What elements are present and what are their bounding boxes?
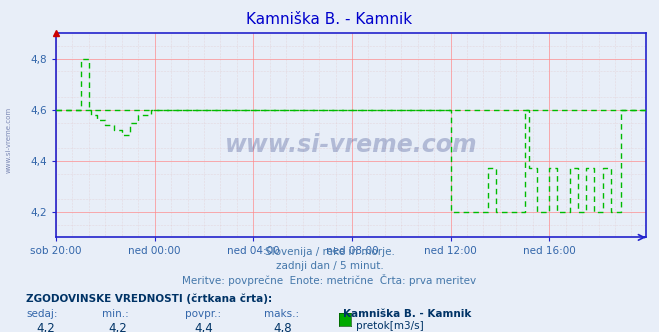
Text: Kamniška B. - Kamnik: Kamniška B. - Kamnik: [246, 12, 413, 27]
Text: Kamniška B. - Kamnik: Kamniška B. - Kamnik: [343, 309, 471, 319]
Text: 4,4: 4,4: [194, 322, 213, 332]
Text: povpr.:: povpr.:: [185, 309, 221, 319]
Text: www.si-vreme.com: www.si-vreme.com: [225, 133, 477, 157]
Text: Meritve: povprečne  Enote: metrične  Črta: prva meritev: Meritve: povprečne Enote: metrične Črta:…: [183, 274, 476, 286]
Text: Slovenija / reke in morje.: Slovenija / reke in morje.: [264, 247, 395, 257]
Text: sedaj:: sedaj:: [26, 309, 58, 319]
Text: min.:: min.:: [102, 309, 129, 319]
Text: 4,2: 4,2: [36, 322, 55, 332]
Text: 4,2: 4,2: [109, 322, 127, 332]
Text: ZGODOVINSKE VREDNOSTI (črtkana črta):: ZGODOVINSKE VREDNOSTI (črtkana črta):: [26, 294, 272, 304]
Text: www.si-vreme.com: www.si-vreme.com: [5, 106, 12, 173]
Text: zadnji dan / 5 minut.: zadnji dan / 5 minut.: [275, 261, 384, 271]
Text: 4,8: 4,8: [273, 322, 292, 332]
Text: pretok[m3/s]: pretok[m3/s]: [356, 321, 424, 331]
Text: maks.:: maks.:: [264, 309, 299, 319]
